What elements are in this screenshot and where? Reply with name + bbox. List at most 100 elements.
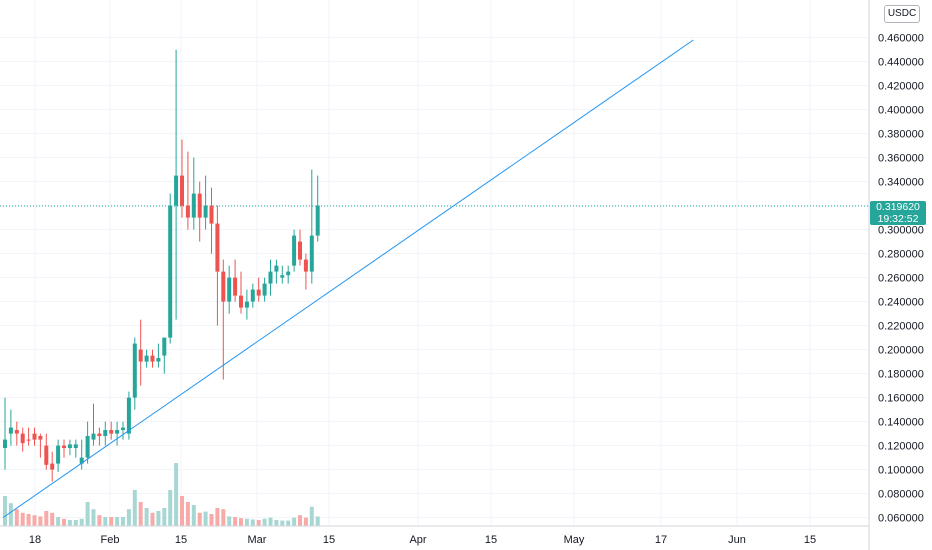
price-tick-label: 0.120000: [878, 441, 924, 453]
candle-body: [103, 430, 108, 436]
candle-body: [126, 397, 131, 434]
last-price-value: 0.319620: [876, 201, 920, 213]
candle-body: [156, 358, 161, 362]
volume-bar: [197, 512, 202, 526]
volume-bar: [3, 496, 7, 526]
candle-body: [221, 271, 226, 302]
candle-body: [180, 175, 184, 206]
candle-body: [262, 283, 267, 296]
candle-body: [274, 265, 279, 272]
price-tick-label: 0.280000: [878, 249, 924, 261]
volume-bar: [115, 517, 120, 526]
time-tick-label: May: [564, 534, 585, 546]
price-tick-label: 0.220000: [878, 321, 924, 333]
candle-body: [315, 205, 320, 236]
price-tick-label: 0.360000: [878, 153, 924, 165]
candle-body: [215, 223, 220, 272]
volume-bar: [274, 520, 279, 526]
candle-body: [14, 430, 19, 434]
volume-bar: [56, 517, 61, 526]
candle-body: [244, 301, 249, 308]
volume-bar: [26, 514, 31, 526]
candle-body: [132, 343, 137, 398]
time-tick-label: 18: [29, 534, 41, 546]
volume-bar: [14, 509, 19, 526]
volume-bar: [20, 512, 25, 526]
candle-body: [309, 235, 314, 272]
grid: [0, 0, 869, 526]
volume-bar: [227, 516, 232, 526]
time-tick-label: Jun: [728, 534, 746, 546]
candle-body: [144, 355, 149, 362]
candle-body: [298, 241, 302, 260]
volume-bar: [62, 518, 66, 526]
volume-bar: [144, 508, 149, 526]
candle-body: [121, 427, 125, 430]
candle-body: [91, 433, 96, 440]
volume-bar: [215, 508, 220, 526]
candle-body: [256, 289, 261, 296]
price-axis[interactable]: 0.060000 0.080000 0.100000 0.120000 0.140000…: [878, 33, 924, 525]
volume-bar: [256, 520, 261, 526]
volume-bar: [203, 511, 208, 526]
time-axis[interactable]: 18 Feb 15 Mar 15 Apr 15 May 17 Jun 15: [29, 534, 816, 546]
time-tick-label: 15: [323, 534, 335, 546]
candle-body: [162, 337, 167, 356]
volume-bar: [85, 502, 90, 526]
candle-body: [62, 445, 66, 448]
volume-bar: [315, 516, 320, 526]
last-price-tag: 0.319620 19:32:52: [870, 201, 926, 225]
candle-body: [109, 430, 114, 434]
price-tick-label: 0.260000: [878, 273, 924, 285]
candle-body: [3, 439, 7, 448]
volume-bar: [162, 508, 167, 526]
volume-bar: [233, 517, 238, 526]
price-tick-label: 0.100000: [878, 465, 924, 477]
volume-bar: [44, 511, 49, 526]
volume-bar: [67, 520, 72, 526]
candle-body: [191, 193, 196, 218]
candle-body: [174, 175, 179, 206]
price-tick-label: 0.160000: [878, 393, 924, 405]
volume-bar: [180, 496, 184, 526]
trendline[interactable]: [2, 39, 694, 519]
candle-body: [280, 275, 285, 278]
volume-bar: [132, 490, 137, 526]
price-tick-label: 0.460000: [878, 33, 924, 45]
volume-bar: [221, 509, 226, 526]
candle-body: [8, 427, 13, 434]
candle-body: [233, 277, 238, 296]
quote-currency-label[interactable]: USDC: [884, 5, 920, 23]
candle-body: [292, 235, 297, 266]
price-tick-label: 0.440000: [878, 57, 924, 69]
price-tick-label: 0.080000: [878, 489, 924, 501]
candle-body: [79, 457, 84, 464]
time-tick-label: Mar: [248, 534, 267, 546]
volume-bar: [38, 516, 43, 526]
candles: [3, 49, 320, 482]
volume-bars: [3, 463, 320, 526]
volume-bar: [126, 509, 131, 526]
candle-body: [115, 430, 120, 434]
candle-body: [56, 445, 61, 464]
bar-countdown: 19:32:52: [877, 213, 919, 225]
volume-bar: [73, 520, 78, 526]
volume-bar: [268, 517, 273, 526]
volume-bar: [79, 518, 84, 526]
volume-bar: [185, 502, 190, 526]
volume-bar: [8, 503, 13, 526]
candle-body: [73, 444, 78, 448]
candle-body: [38, 436, 43, 440]
candle-body: [250, 289, 255, 302]
price-tick-label: 0.200000: [878, 345, 924, 357]
candle-body: [150, 355, 155, 362]
candle-body: [26, 439, 31, 441]
time-tick-label: Apr: [409, 534, 426, 546]
volume-bar: [250, 519, 255, 526]
volume-bar: [174, 463, 179, 526]
volume-bar: [239, 518, 243, 526]
candle-body: [268, 271, 273, 284]
candle-body: [239, 295, 243, 308]
volume-bar: [150, 512, 155, 526]
